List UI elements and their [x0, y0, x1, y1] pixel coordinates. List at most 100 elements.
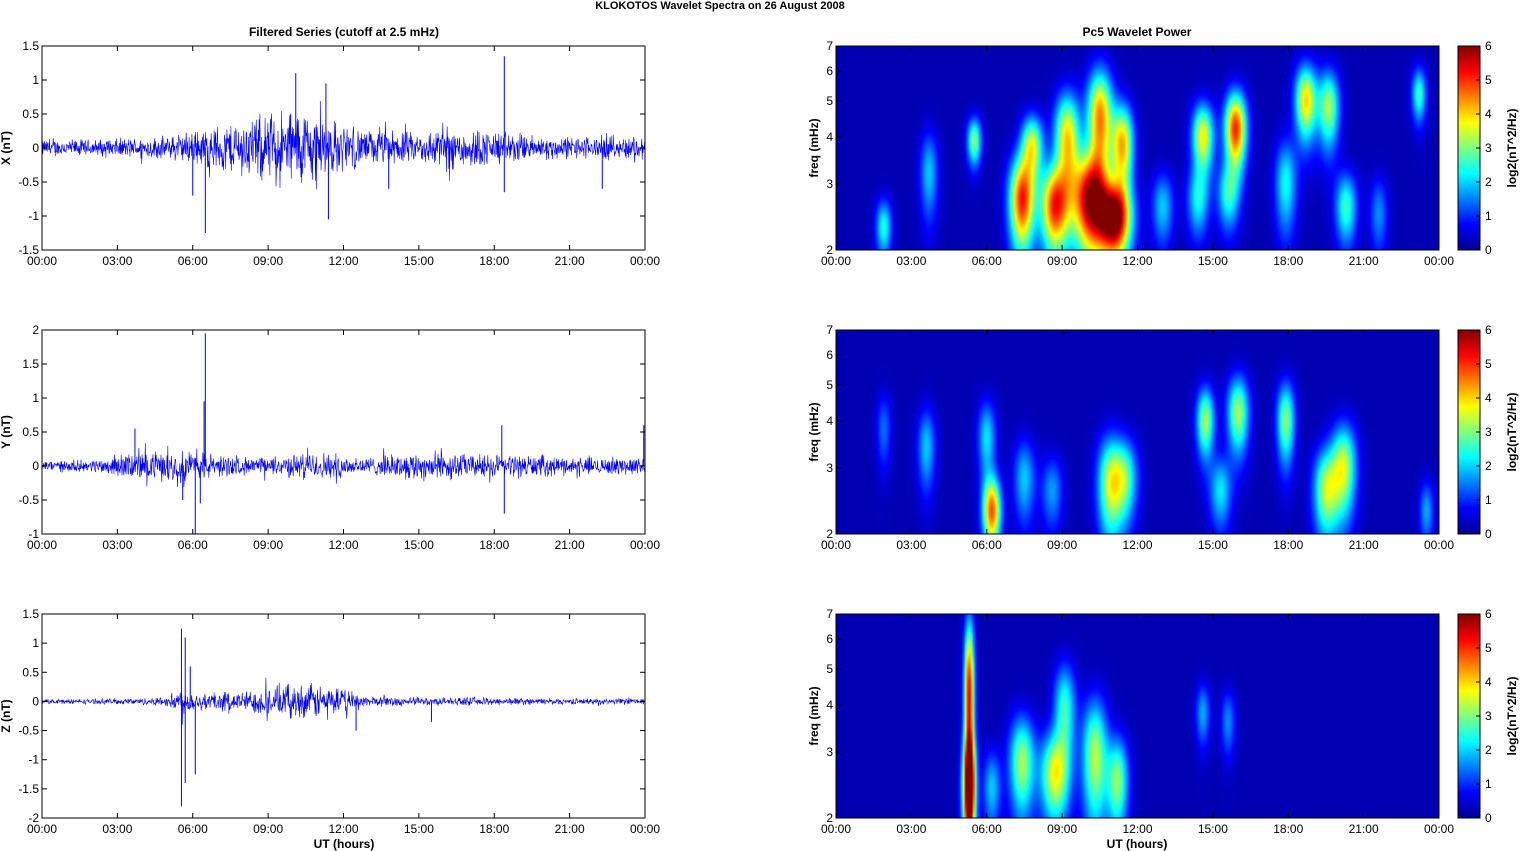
x-wavelet-xtick-label: 12:00 — [1122, 254, 1152, 268]
y-series-xtick-label: 00:00 — [630, 538, 660, 552]
z-wavelet-xtick-label: 00:00 — [821, 822, 851, 836]
z-wavelet-xtick-label: 18:00 — [1273, 822, 1303, 836]
x-series-ytick-label: 0 — [32, 141, 39, 155]
x-series-panel: -1.5 -1 -0.5 0 0.5 1 1.5 00:00 03:00 06:00 09:00 12… — [0, 39, 660, 268]
z-series-ytick-label: -0.5 — [18, 724, 39, 738]
x-wavelet-colorbar-tick-label: 1 — [1485, 209, 1492, 223]
y-wavelet-xtick-label: 12:00 — [1122, 538, 1152, 552]
x-wavelet-xtick-label: 18:00 — [1273, 254, 1303, 268]
z-wavelet-xtick-label: 00:00 — [1424, 822, 1454, 836]
z-wavelet-colorbar-tick-label: 6 — [1485, 607, 1492, 621]
x-series-xtick-label: 09:00 — [253, 254, 283, 268]
z-wavelet-ytick-label: 7 — [826, 607, 833, 621]
y-series-xtick-label: 15:00 — [404, 538, 434, 552]
y-series-ylabel: Y (nT) — [0, 415, 13, 449]
y-wavelet-ytick-label: 5 — [826, 378, 833, 392]
y-wavelet-colorbar-label: log2(nT^2/Hz) — [1505, 392, 1519, 471]
y-wavelet-xtick-label: 00:00 — [821, 538, 851, 552]
z-series-trace — [41, 677, 646, 725]
z-series-xtick-label: 00:00 — [27, 822, 57, 836]
z-wavelet-xtick-label: 21:00 — [1349, 822, 1379, 836]
z-wavelet-heatmap — [836, 614, 1439, 818]
y-wavelet-xtick-label: 00:00 — [1424, 538, 1454, 552]
z-series-xtick-label: 21:00 — [555, 822, 585, 836]
y-series-xtick-label: 00:00 — [27, 538, 57, 552]
y-series-xtick-label: 21:00 — [555, 538, 585, 552]
x-wavelet-xtick-label: 00:00 — [1424, 254, 1454, 268]
x-series-xtick-label: 06:00 — [178, 254, 208, 268]
y-wavelet-colorbar-tick-label: 0 — [1485, 527, 1492, 541]
z-wavelet-colorbar-tick-label: 4 — [1485, 675, 1492, 689]
x-wavelet-xtick-label: 21:00 — [1349, 254, 1379, 268]
z-wavelet-colorbar-label: log2(nT^2/Hz) — [1505, 676, 1519, 755]
x-wavelet-colorbar-tick-label: 0 — [1485, 243, 1492, 257]
z-wavelet-colorbar-tick-label: 2 — [1485, 743, 1492, 757]
x-wavelet-colorbar-label: log2(nT^2/Hz) — [1505, 108, 1519, 187]
x-wavelet-xtick-label: 06:00 — [972, 254, 1002, 268]
x-wavelet-ytick-label: 4 — [826, 130, 833, 144]
z-series-xtick-label: 18:00 — [479, 822, 509, 836]
x-wavelet-xtick-label: 15:00 — [1198, 254, 1228, 268]
x-series-ytick-label: -1 — [28, 209, 39, 223]
z-series-xtick-label: 06:00 — [178, 822, 208, 836]
x-series-xtick-label: 18:00 — [479, 254, 509, 268]
y-wavelet-xtick-label: 09:00 — [1047, 538, 1077, 552]
z-wavelet-xtick-label: 12:00 — [1122, 822, 1152, 836]
z-series-ytick-label: 0 — [32, 694, 39, 708]
x-wavelet-colorbar-tick-label: 5 — [1485, 73, 1492, 87]
z-series-panel: -2 -1.5 -1 -0.5 0 0.5 1 1.5 00:00 03:00 06:00 09:00… — [0, 607, 660, 836]
x-wavelet-ytick-label: 7 — [826, 39, 833, 53]
z-series-xtick-label: 15:00 — [404, 822, 434, 836]
x-series-trace — [41, 101, 646, 190]
z-series-ytick-label: -1 — [28, 753, 39, 767]
y-wavelet-colorbar-tick-label: 1 — [1485, 493, 1492, 507]
y-wavelet-colorbar-tick-label: 3 — [1485, 425, 1492, 439]
z-wavelet-colorbar-tick-label: 0 — [1485, 811, 1492, 825]
y-wavelet-ytick-label: 2 — [826, 527, 833, 541]
x-series-ytick-label: 0.5 — [22, 107, 39, 121]
z-series-xtick-label: 03:00 — [102, 822, 132, 836]
y-series-xtick-label: 09:00 — [253, 538, 283, 552]
z-wavelet-xtick-label: 06:00 — [972, 822, 1002, 836]
y-wavelet-ytick-label: 3 — [826, 461, 833, 475]
y-wavelet-heatmap — [836, 330, 1439, 534]
y-series-xtick-label: 03:00 — [102, 538, 132, 552]
z-series-ytick-label: -2 — [28, 811, 39, 825]
y-series-xtick-label: 06:00 — [178, 538, 208, 552]
z-wavelet-colorbar-tick-label: 5 — [1485, 641, 1492, 655]
y-series-ytick-label: 0 — [32, 459, 39, 473]
y-series-ytick-label: 2 — [32, 323, 39, 337]
filtered-series-title: Filtered Series (cutoff at 2.5 mHz) — [249, 25, 439, 39]
x-series-ytick-label: 1 — [32, 73, 39, 87]
y-wavelet-colorbar-tick-label: 2 — [1485, 459, 1492, 473]
figure-suptitle: KLOKOTOS Wavelet Spectra on 26 August 20… — [595, 0, 845, 12]
z-series-xtick-label: 12:00 — [328, 822, 358, 836]
z-series-ytick-label: -1.5 — [18, 782, 39, 796]
x-series-ytick-label: -1.5 — [18, 243, 39, 257]
z-wavelet-ytick-label: 4 — [826, 698, 833, 712]
y-wavelet-ylabel: freq (mHz) — [807, 402, 821, 461]
y-series-panel: -1 -0.5 0 0.5 1 1.5 2 00:00 03:00 06:00 09:00 12:00… — [0, 323, 660, 552]
x-wavelet-ytick-label: 5 — [826, 94, 833, 108]
y-series-ytick-label: 0.5 — [22, 425, 39, 439]
x-wavelet-xtick-label: 03:00 — [896, 254, 926, 268]
z-wavelet-colorbar-tick-label: 3 — [1485, 709, 1492, 723]
y-series-ytick-label: 1 — [32, 391, 39, 405]
z-series-xtick-label: 00:00 — [630, 822, 660, 836]
z-series-plot-area — [42, 614, 645, 818]
z-wavelet-colorbar-tick-label: 1 — [1485, 777, 1492, 791]
y-wavelet-colorbar-tick-label: 5 — [1485, 357, 1492, 371]
y-wavelet-ytick-label: 6 — [826, 348, 833, 362]
z-series-xtick-label: 09:00 — [253, 822, 283, 836]
y-wavelet-colorbar-tick-label: 4 — [1485, 391, 1492, 405]
y-wavelet-xtick-label: 03:00 — [896, 538, 926, 552]
y-wavelet-panel: 2 3 4 5 6 7 00:00 03:00 06:00 09:00 12:00 15:00 18:0… — [807, 323, 1519, 552]
x-wavelet-colorbar-tick-label: 2 — [1485, 175, 1492, 189]
x-series-xtick-label: 12:00 — [328, 254, 358, 268]
z-series-ylabel: Z (nT) — [0, 699, 13, 732]
z-wavelet-ytick-label: 2 — [826, 811, 833, 825]
x-wavelet-colorbar-tick-label: 3 — [1485, 141, 1492, 155]
z-series-ytick-label: 0.5 — [22, 665, 39, 679]
panels: -1.5-1-0.500.511.500:00 03:00 06:00 09:00 12… — [0, 39, 1519, 836]
